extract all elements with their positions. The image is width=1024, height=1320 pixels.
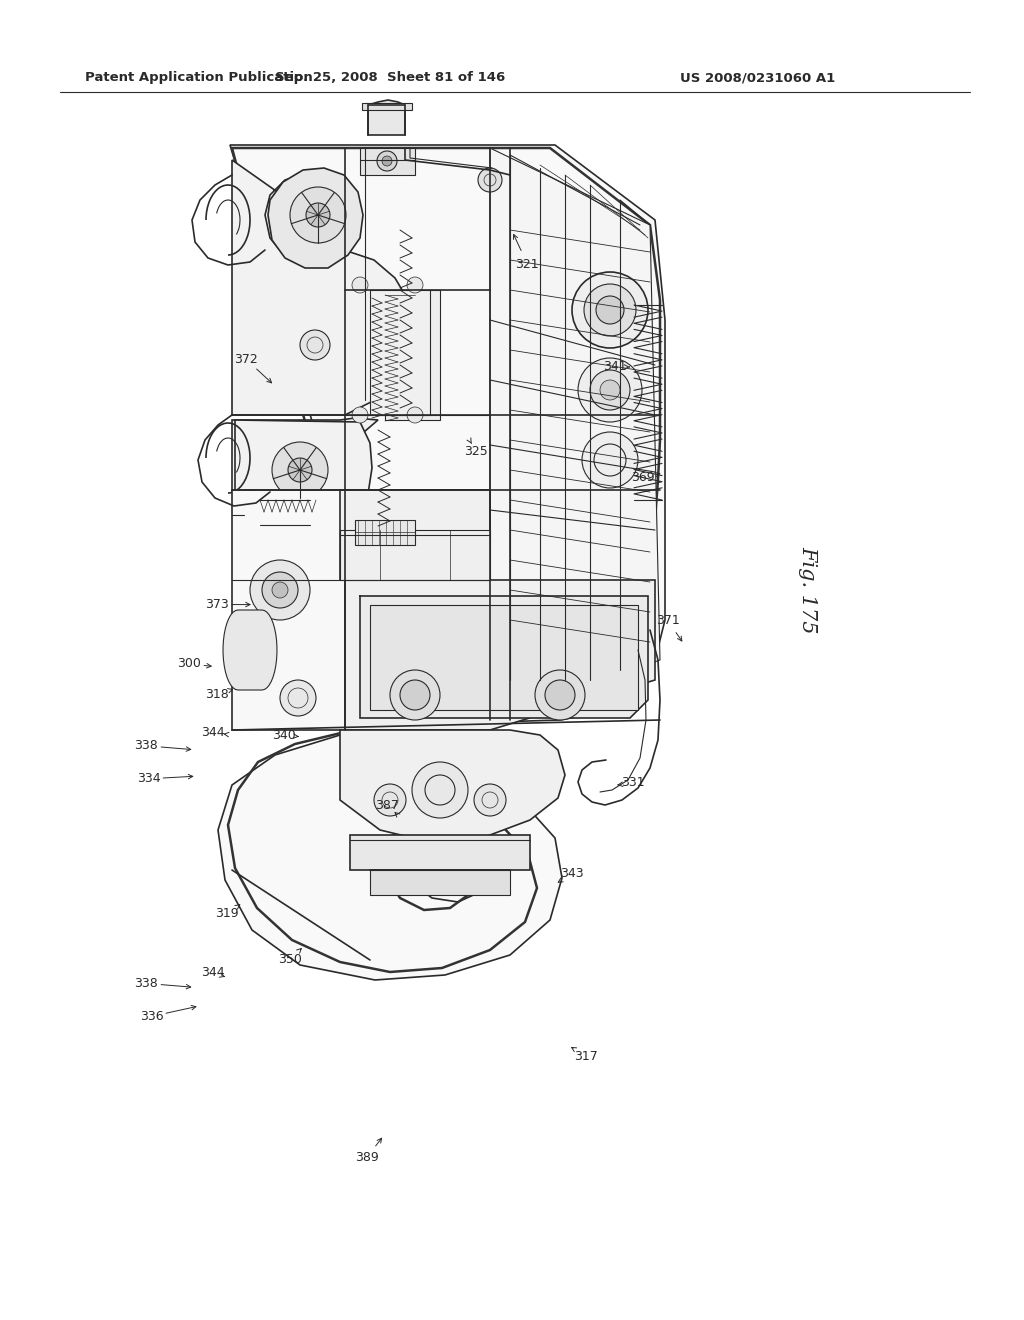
Circle shape — [300, 330, 330, 360]
Circle shape — [288, 458, 312, 482]
Text: 318: 318 — [205, 688, 229, 701]
Circle shape — [382, 156, 392, 166]
Bar — [370, 290, 430, 414]
Text: 344: 344 — [201, 966, 225, 979]
Text: 331: 331 — [621, 776, 645, 789]
Polygon shape — [232, 160, 412, 414]
Text: 389: 389 — [354, 1151, 379, 1164]
Circle shape — [584, 284, 636, 337]
Circle shape — [596, 296, 624, 323]
Text: 334: 334 — [136, 772, 161, 785]
Polygon shape — [350, 836, 530, 870]
Text: 387: 387 — [375, 799, 399, 812]
Text: 340: 340 — [271, 729, 296, 742]
Circle shape — [374, 784, 406, 816]
Circle shape — [352, 277, 368, 293]
Circle shape — [474, 784, 506, 816]
Polygon shape — [340, 531, 490, 579]
Circle shape — [262, 572, 298, 609]
Circle shape — [272, 582, 288, 598]
Text: 343: 343 — [559, 867, 584, 880]
Circle shape — [280, 680, 316, 715]
Text: 369: 369 — [631, 471, 655, 484]
Circle shape — [545, 680, 575, 710]
Circle shape — [578, 358, 642, 422]
Text: 321: 321 — [515, 257, 540, 271]
Circle shape — [407, 407, 423, 422]
Text: 319: 319 — [215, 907, 240, 920]
Circle shape — [600, 380, 620, 400]
Polygon shape — [234, 420, 372, 539]
Text: 373: 373 — [205, 598, 229, 611]
Polygon shape — [360, 148, 415, 176]
Circle shape — [572, 272, 648, 348]
Text: 372: 372 — [233, 352, 258, 366]
Circle shape — [400, 680, 430, 710]
Circle shape — [412, 762, 468, 818]
Circle shape — [244, 507, 260, 523]
Polygon shape — [340, 730, 565, 842]
Circle shape — [590, 370, 630, 411]
Text: 341: 341 — [602, 360, 627, 374]
Polygon shape — [345, 579, 655, 730]
Polygon shape — [370, 605, 638, 710]
Polygon shape — [232, 418, 378, 535]
Circle shape — [290, 187, 346, 243]
Text: 350: 350 — [278, 953, 302, 966]
Polygon shape — [260, 500, 310, 525]
Polygon shape — [340, 490, 490, 579]
Text: Patent Application Publication: Patent Application Publication — [85, 71, 312, 84]
Polygon shape — [223, 610, 276, 690]
Circle shape — [377, 150, 397, 172]
Text: Fig. 175: Fig. 175 — [799, 546, 817, 634]
Text: 344: 344 — [201, 726, 225, 739]
Text: 317: 317 — [573, 1049, 598, 1063]
Text: Sep. 25, 2008  Sheet 81 of 146: Sep. 25, 2008 Sheet 81 of 146 — [274, 71, 505, 84]
Text: 338: 338 — [134, 739, 159, 752]
Circle shape — [250, 560, 310, 620]
Polygon shape — [268, 168, 362, 268]
Circle shape — [272, 442, 328, 498]
Polygon shape — [362, 103, 412, 110]
Circle shape — [535, 671, 585, 719]
Polygon shape — [218, 145, 665, 979]
Circle shape — [582, 432, 638, 488]
Text: US 2008/0231060 A1: US 2008/0231060 A1 — [680, 71, 836, 84]
Bar — [385, 290, 440, 420]
Circle shape — [390, 671, 440, 719]
Polygon shape — [360, 595, 648, 718]
Polygon shape — [355, 520, 415, 545]
Circle shape — [407, 277, 423, 293]
Text: 325: 325 — [464, 445, 488, 458]
Polygon shape — [232, 490, 490, 730]
Circle shape — [306, 203, 330, 227]
Polygon shape — [368, 100, 406, 135]
Circle shape — [383, 523, 407, 546]
Text: 371: 371 — [655, 614, 680, 627]
Text: 338: 338 — [134, 977, 159, 990]
Text: 300: 300 — [177, 657, 202, 671]
Circle shape — [478, 168, 502, 191]
Text: 336: 336 — [139, 1010, 164, 1023]
Polygon shape — [490, 148, 660, 719]
Circle shape — [352, 407, 368, 422]
Circle shape — [390, 531, 400, 540]
Polygon shape — [370, 870, 510, 895]
